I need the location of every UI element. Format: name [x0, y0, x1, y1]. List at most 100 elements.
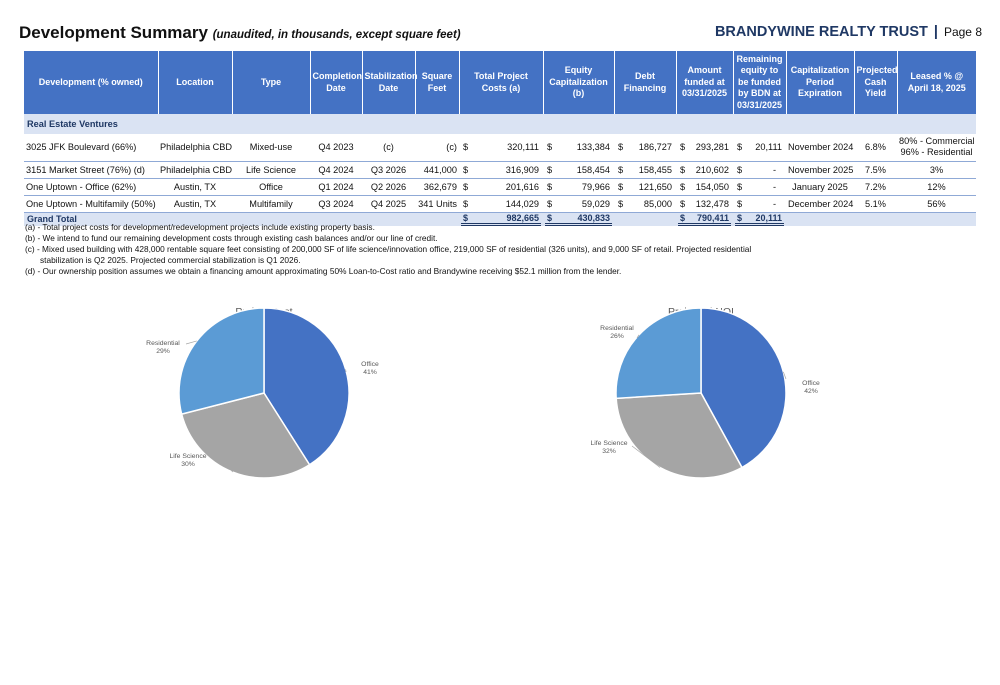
cell-leased: 12%	[897, 178, 976, 196]
currency-symbol: $	[737, 212, 743, 223]
cell-development: One Uptown - Office (62%)	[24, 178, 158, 196]
cell-value: 20,111	[755, 212, 782, 223]
currency-symbol: $	[547, 212, 553, 223]
cell-value: 790,411	[696, 212, 729, 223]
cell-equity: $158,454	[543, 161, 614, 179]
cell-debt: $121,650	[614, 178, 676, 196]
development-table: Development (% owned) Location Type Comp…	[24, 51, 976, 226]
cell-value: 20,111	[755, 142, 782, 153]
grand-total-equity: $430,833	[543, 212, 614, 226]
col-header: Development (% owned)	[24, 51, 159, 114]
leader-line	[215, 449, 233, 473]
cell-value: 158,455	[638, 164, 672, 175]
cell-stabilization: Q3 2026	[362, 161, 415, 179]
cell-total-cost: $144,029	[459, 195, 543, 213]
cell-stabilization: Q2 2026	[362, 178, 415, 196]
slice-label: Residential	[146, 340, 180, 347]
col-header: Stabilization Date	[362, 51, 418, 114]
cell-value: 144,029	[505, 198, 539, 209]
cell-type: Multifamily	[232, 195, 310, 213]
section-row: Real Estate Ventures	[24, 114, 976, 134]
cell-location: Austin, TX	[158, 178, 232, 196]
col-header: Completion Date	[310, 51, 363, 114]
currency-symbol: $	[547, 198, 553, 209]
cell-square-feet: 441,000	[415, 161, 459, 179]
currency-symbol: $	[680, 164, 686, 175]
currency-symbol: $	[618, 164, 624, 175]
projected-noi-pie: Projected NOIOffice42%Life Science32%Res…	[590, 306, 820, 479]
cell-equity: $133,384	[543, 134, 614, 162]
cell-location: Philadelphia CBD	[158, 134, 232, 162]
currency-symbol: $	[463, 198, 469, 209]
footnote: stabilization is Q2 2025. Projected comm…	[40, 255, 301, 265]
cell-cap-expiration: November 2025	[786, 161, 854, 179]
cell-leased: 3%	[897, 161, 976, 179]
table-row: 3025 JFK Boulevard (66%) Philadelphia CB…	[24, 134, 976, 162]
col-header: Amount funded at 03/31/2025	[676, 51, 734, 114]
cell-value: 430,833	[577, 212, 610, 223]
cell-location: Philadelphia CBD	[158, 161, 232, 179]
grand-total-row: Grand Total $982,665 $430,833 $790,411 $…	[24, 212, 976, 226]
cell-value: 210,602	[695, 164, 729, 175]
currency-symbol: $	[547, 142, 553, 153]
col-header: Debt Financing	[614, 51, 677, 114]
col-header: Capitalization Period Expiration	[786, 51, 855, 114]
cell-debt: $158,455	[614, 161, 676, 179]
pie-slice-residential	[615, 307, 702, 400]
cell-completion: Q3 2024	[310, 195, 362, 213]
company-name: BRANDYWINE REALTY TRUST	[714, 24, 928, 40]
cell-cap-expiration: January 2025	[786, 178, 854, 196]
slice-percent: 41%	[363, 369, 377, 376]
col-header: Leased % @ April 18, 2025	[897, 51, 976, 114]
cell-leased: 80% - Commercial 96% - Residential	[897, 134, 976, 162]
pie-slice-office	[700, 307, 787, 469]
projected-noi-chart: Projected NOIOffice42%Life Science32%Res…	[560, 300, 840, 490]
cell-remaining: $ -	[733, 161, 786, 179]
cell-value: 186,727	[638, 142, 672, 153]
footnote: (b) - We intend to fund our remaining de…	[25, 233, 438, 243]
footnotes: (a) - Total project costs for developmen…	[25, 222, 785, 277]
footnote: (a) - Total project costs for developmen…	[25, 222, 375, 232]
leased-commercial: 80% - Commercial	[899, 136, 975, 147]
cell-stabilization: (c)	[362, 134, 415, 162]
cell-value: 158,454	[576, 164, 610, 175]
cell-stabilization: Q4 2025	[362, 195, 415, 213]
slice-percent: 29%	[156, 348, 170, 355]
footnote: (c) - Mixed used building with 428,000 r…	[25, 244, 752, 254]
grand-total-remaining: $20,111	[733, 212, 786, 226]
cell-development: One Uptown - Multifamily (50%)	[24, 195, 158, 213]
cell-debt: $186,727	[614, 134, 676, 162]
leader-line	[631, 445, 661, 468]
cell-value: 121,650	[638, 181, 672, 192]
slice-percent: 30%	[181, 461, 195, 468]
cell-yield: 7.5%	[854, 161, 897, 179]
table-row: One Uptown - Multifamily (50%) Austin, T…	[24, 195, 976, 213]
col-header: Total Project Costs (a)	[459, 51, 544, 114]
pie-slice-residential	[178, 307, 265, 416]
project-cost-pie: Project CostOffice41%Life Science30%Resi…	[146, 306, 379, 479]
cell-value: 133,384	[576, 142, 610, 153]
title-subtitle: (unaudited, in thousands, except square …	[212, 29, 461, 41]
currency-symbol: $	[463, 164, 469, 175]
cell-funded: $154,050	[676, 178, 733, 196]
cell-value: 320,111	[507, 142, 539, 153]
cell-leased: 56%	[897, 195, 976, 213]
cell-total-cost: $201,616	[459, 178, 543, 196]
slice-percent: 32%	[602, 448, 616, 455]
grand-total-label: Grand Total	[24, 212, 158, 226]
currency-symbol: $	[463, 142, 469, 153]
table-row: 3151 Market Street (76%) (d) Philadelphi…	[24, 161, 976, 179]
col-header: Projected Cash Yield	[854, 51, 898, 114]
cell-value: 293,281	[695, 142, 729, 153]
cell-type: Mixed-use	[232, 134, 310, 162]
currency-symbol: $	[547, 181, 553, 192]
cell-development: 3151 Market Street (76%) (d)	[24, 161, 158, 179]
currency-symbol: $	[737, 198, 743, 209]
slice-label: Life Science	[590, 440, 627, 447]
cell-value: 154,050	[695, 181, 729, 192]
cell-total-cost: $316,909	[459, 161, 543, 179]
cell-cap-expiration: December 2024	[786, 195, 854, 213]
cell-yield: 5.1%	[854, 195, 897, 213]
slice-percent: 42%	[804, 388, 818, 395]
currency-symbol: $	[737, 181, 743, 192]
